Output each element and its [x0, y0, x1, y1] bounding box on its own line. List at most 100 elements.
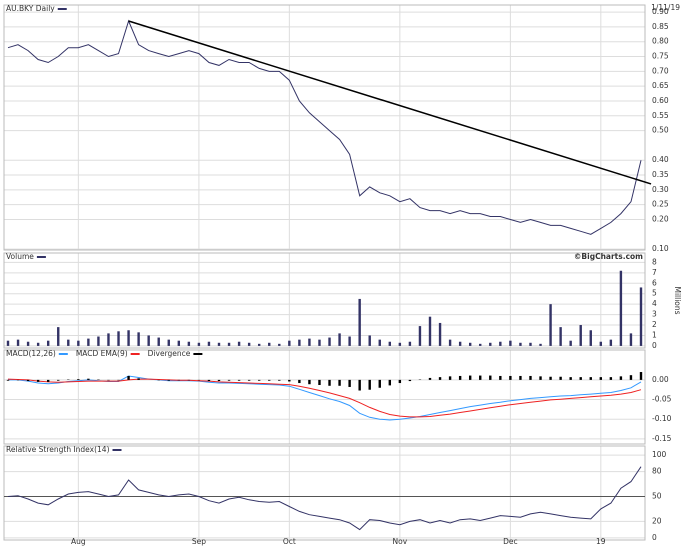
bar [509, 375, 512, 380]
y-tick-label: 0.25 [652, 200, 669, 209]
bar [388, 379, 392, 386]
legend-label: Relative Strength Index(14) [6, 445, 110, 454]
bar [288, 379, 291, 382]
y-tick-label: 80 [652, 467, 662, 476]
bar [629, 375, 633, 380]
panel-frame [3, 349, 646, 445]
bar [428, 377, 432, 380]
y-tick-label: 0.70 [652, 66, 669, 75]
bar [57, 379, 60, 381]
bar [559, 327, 562, 346]
y-tick-label: 0.20 [652, 214, 669, 223]
bar [308, 379, 311, 385]
bar [338, 379, 341, 386]
y-tick-label: -0.10 [652, 414, 672, 423]
x-tick-label: Nov [393, 537, 408, 546]
series-line [7, 466, 642, 531]
bar [338, 333, 341, 346]
bar [268, 379, 271, 381]
bar [207, 379, 211, 382]
bar [67, 339, 70, 346]
bar [519, 342, 522, 346]
y-tick-label: 6 [652, 278, 657, 287]
bar [499, 375, 502, 380]
panel-frame [3, 445, 646, 541]
source-label: ©BigCharts.com [574, 252, 643, 261]
y-tick-label: 0.65 [652, 81, 669, 90]
legend-label: Divergence [148, 349, 191, 358]
bar [619, 270, 623, 346]
y-tick-label: 0.60 [652, 96, 669, 105]
bar [519, 375, 522, 380]
y-tick-label: 8 [652, 257, 657, 266]
bar [408, 341, 412, 346]
bar [217, 379, 221, 382]
bar [268, 342, 271, 346]
bar [378, 339, 381, 346]
bar [298, 379, 301, 384]
bar [318, 339, 321, 346]
bar [569, 377, 572, 380]
y-tick-label: 0.55 [652, 111, 669, 120]
bar [629, 333, 633, 346]
bar [589, 377, 592, 380]
y-tick-label: 5 [652, 289, 657, 298]
y-tick-label: 50 [652, 492, 662, 501]
y-tick-label: 0.40 [652, 155, 669, 164]
bar [237, 379, 241, 381]
bar [328, 379, 331, 386]
y-tick-label: -0.15 [652, 434, 672, 443]
bar [579, 377, 582, 380]
bar [479, 343, 482, 346]
bar [438, 377, 442, 380]
bar [599, 377, 603, 380]
bar [639, 372, 643, 380]
bar [378, 379, 381, 388]
bar [177, 340, 181, 346]
trendline [128, 20, 652, 185]
bar [6, 379, 10, 381]
bar [529, 342, 532, 346]
bar [499, 341, 502, 346]
y-tick-label: -0.05 [652, 395, 672, 404]
y-tick-label: 0.75 [652, 52, 669, 61]
bar [16, 339, 20, 346]
bar [348, 336, 351, 346]
y-tick-label: 100 [652, 450, 667, 459]
bar [579, 325, 582, 346]
x-tick-label: Oct [283, 537, 296, 546]
bar [207, 341, 211, 346]
x-tick-label: Aug [71, 537, 86, 546]
bar [247, 342, 251, 346]
bar [117, 331, 120, 346]
y-tick-label: 2 [652, 320, 657, 329]
bar [539, 343, 542, 346]
bar [137, 378, 140, 380]
bar [257, 379, 261, 381]
bar [36, 379, 40, 382]
y-tick-label: 0.80 [652, 37, 669, 46]
bar [448, 339, 452, 346]
bar [167, 339, 170, 346]
bar [539, 376, 542, 380]
bar [599, 341, 603, 346]
y-tick-label: 20 [652, 516, 662, 525]
bar [418, 326, 422, 346]
bar [318, 379, 321, 386]
bar [237, 341, 241, 346]
bar [278, 379, 281, 381]
legend-label: MACD EMA(9) [76, 349, 128, 358]
series-line [8, 375, 642, 421]
legend-label: MACD(12,26) [6, 349, 56, 358]
bar [97, 336, 100, 346]
y-tick-label: 0.90 [652, 7, 669, 16]
y-tick-label: 7 [652, 268, 657, 277]
bar [468, 375, 472, 380]
bar [87, 338, 90, 346]
y-tick-label: 0 [652, 341, 657, 350]
bar [428, 316, 432, 346]
bar [187, 341, 191, 346]
y-tick-label: 0.00 [652, 375, 669, 384]
panel-frame [3, 252, 646, 349]
